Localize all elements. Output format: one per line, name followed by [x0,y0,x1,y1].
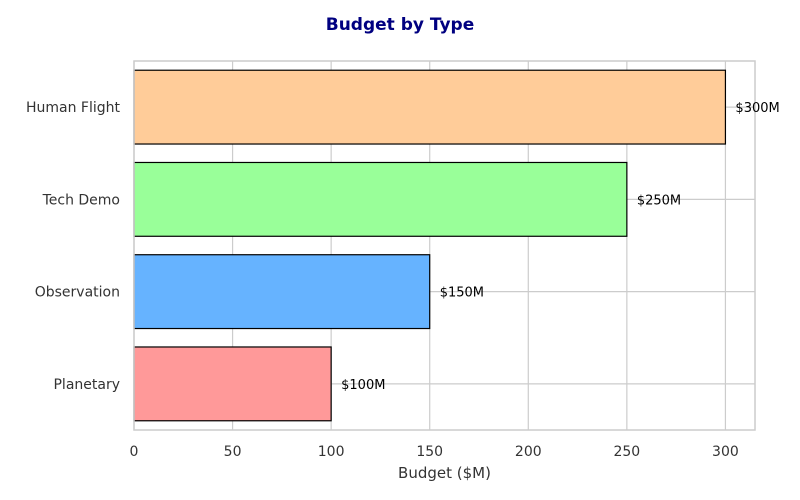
x-tick-label: 100 [318,444,345,460]
data-label: $100M [341,378,385,393]
x-axis-title: Budget ($M) [398,464,491,482]
x-tick-label: 250 [613,444,640,460]
bars-layer [133,69,727,422]
bar-tech-demo [133,161,628,237]
bar-planetary [133,346,332,422]
labels-layer: $100M $150M $250M $300M [341,101,780,393]
bar-human-flight [133,69,727,145]
x-tick-label: 0 [130,444,139,460]
y-tick-label: Observation [35,285,120,301]
data-label: $250M [637,193,681,208]
x-tick-label: 200 [515,444,542,460]
data-label: $150M [440,286,484,301]
x-tick-label: 150 [416,444,443,460]
chart-title: Budget by Type [325,15,475,35]
x-tick-label: 300 [712,444,739,460]
y-tick-label: Human Flight [26,100,121,116]
y-tick-label: Planetary [53,377,120,393]
plot-frame [133,60,756,431]
y-tick-label: Tech Demo [42,192,120,208]
bar-observation [133,254,431,330]
ticks-layer: 0 50 100 150 200 250 300 Planetary Observation Te… [26,100,739,460]
data-label: $300M [735,101,779,116]
x-tick-label: 50 [224,444,242,460]
